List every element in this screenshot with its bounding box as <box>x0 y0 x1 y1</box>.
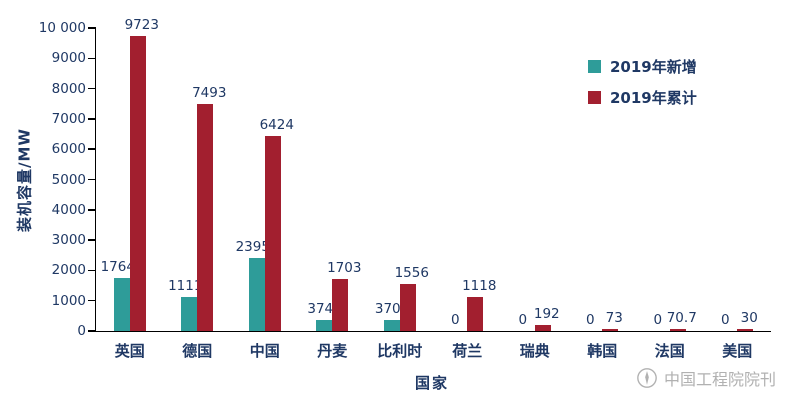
y-tick-mark <box>88 269 96 272</box>
bar-value-cumulative: 1703 <box>327 260 362 276</box>
x-category-label: 丹麦 <box>317 342 348 360</box>
y-tick-label: 8000 <box>51 80 86 97</box>
bar-cumulative <box>467 297 484 331</box>
bar-value-new: 0 <box>518 312 528 328</box>
x-category-label: 比利时 <box>377 342 423 360</box>
y-tick-mark <box>88 239 96 241</box>
bar-value-cumulative: 1118 <box>462 278 497 294</box>
bar-cumulative <box>602 329 619 331</box>
bar-cumulative <box>399 284 416 331</box>
bar-value-new: 2395 <box>235 239 270 255</box>
x-axis-title: 国家 <box>414 374 450 392</box>
bar-value-new: 0 <box>585 312 595 328</box>
y-tick-label: 5000 <box>51 171 86 188</box>
bar-new <box>383 320 400 331</box>
x-category-label: 德国 <box>182 342 213 360</box>
legend-swatch-new-icon <box>588 60 601 73</box>
bar-cumulative <box>737 329 754 331</box>
x-category-label: 法国 <box>654 342 685 360</box>
bar-cumulative <box>129 36 146 331</box>
y-tick-label: 10 000 <box>38 20 86 36</box>
legend-item-cumulative: 2019年累计 <box>588 87 697 108</box>
legend-label-cumulative: 2019年累计 <box>610 89 697 107</box>
y-tick-mark <box>88 27 96 29</box>
watermark: 中国工程院院刊 <box>636 366 776 390</box>
y-tick-mark <box>88 330 96 332</box>
x-category-label: 韩国 <box>587 342 618 360</box>
y-tick-label: 2000 <box>51 262 86 279</box>
y-tick-mark <box>88 57 96 60</box>
legend-swatch-cumulative-icon <box>588 91 601 104</box>
x-category-label: 荷兰 <box>452 342 483 360</box>
y-tick-label: 4000 <box>51 201 86 218</box>
x-category-label: 英国 <box>114 342 145 360</box>
legend-item-new: 2019年新增 <box>588 56 697 77</box>
bar-value-cumulative: 9723 <box>124 17 159 33</box>
plot-area: 0 1000 2000 3000 4000 5000 6000 7000 8000 9000 10 … <box>39 17 771 360</box>
x-category-label: 瑞典 <box>519 342 550 360</box>
y-tick-mark <box>88 299 96 302</box>
bar-new <box>316 320 333 331</box>
bar-cumulative <box>197 104 214 331</box>
legend: 2019年新增 2019年累计 <box>588 56 697 108</box>
y-tick-mark <box>88 209 96 211</box>
bar-new <box>181 297 198 331</box>
bar-value-cumulative: 192 <box>533 306 560 322</box>
bar-value-new: 370 <box>374 301 401 317</box>
watermark-text: 中国工程院院刊 <box>663 370 776 389</box>
y-tick-label: 9000 <box>51 50 86 67</box>
y-tick-mark <box>88 118 96 120</box>
bar-cumulative <box>534 325 551 331</box>
bar-value-new: 0 <box>653 312 663 328</box>
bar-new <box>113 278 130 331</box>
x-category-label: 美国 <box>722 342 753 360</box>
bar-value-new: 374 <box>307 301 334 317</box>
y-tick-label: 3000 <box>51 232 86 249</box>
bar-cumulative <box>669 329 686 331</box>
bar-value-new: 0 <box>720 312 730 328</box>
y-tick-mark <box>88 87 96 90</box>
y-tick-label: 6000 <box>51 141 86 158</box>
bar-value-new: 1111 <box>168 278 203 294</box>
bar-value-new: 0 <box>450 312 460 328</box>
bar-value-cumulative: 30 <box>740 310 758 326</box>
journal-logo-icon <box>637 368 657 388</box>
bar-new <box>248 258 265 331</box>
y-tick-label: 0 <box>77 323 86 339</box>
bar-value-cumulative: 73 <box>605 310 623 326</box>
bar-cumulative <box>332 279 349 331</box>
bar-value-new: 1764 <box>100 259 135 275</box>
x-category-label: 中国 <box>249 342 280 360</box>
y-tick-mark <box>88 178 96 181</box>
bar-value-cumulative: 70.7 <box>666 310 697 326</box>
y-tick-label: 1000 <box>51 292 86 309</box>
bar-cumulative <box>264 136 281 331</box>
y-tick-label: 7000 <box>51 110 86 127</box>
bar-value-cumulative: 7493 <box>192 85 227 101</box>
bar-value-cumulative: 6424 <box>259 117 294 133</box>
legend-label-new: 2019年新增 <box>610 58 697 76</box>
y-tick-mark <box>88 148 96 150</box>
bar-value-cumulative: 1556 <box>394 265 429 281</box>
